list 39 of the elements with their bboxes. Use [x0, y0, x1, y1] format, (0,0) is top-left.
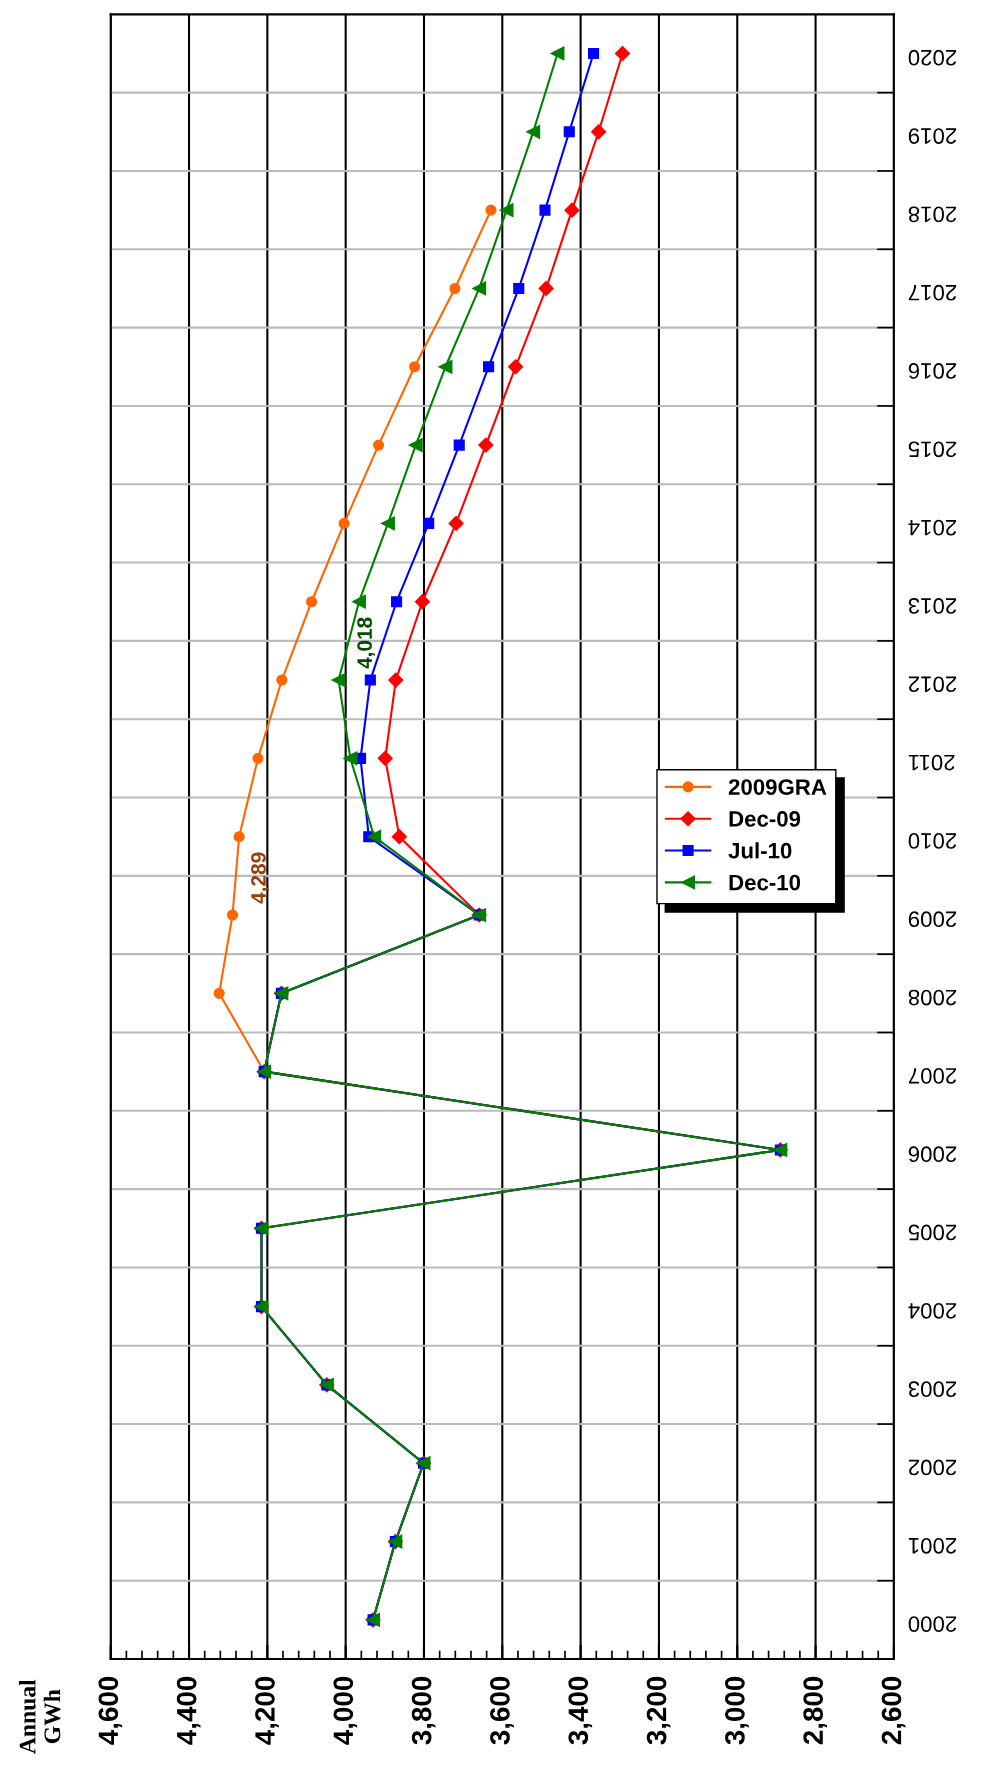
y-tick-label: 2008 — [908, 989, 957, 1006]
x-tick-label: 2,800 — [803, 1676, 828, 1745]
y-tick-label: 2015 — [908, 441, 957, 458]
y-tick-label: 2010 — [908, 833, 957, 849]
legend-label: Jul-10 — [728, 842, 792, 859]
x-tick-label: 3,600 — [490, 1676, 514, 1745]
x-tick-label: 3,400 — [568, 1676, 593, 1745]
y-tick-label: 2009 — [908, 911, 957, 928]
y-tick-label: 2002 — [908, 1459, 957, 1476]
y-tick-label: 2000 — [908, 1616, 957, 1632]
y-tick-label: 2014 — [908, 519, 957, 536]
annotation: 4,289 — [251, 852, 269, 904]
y-tick-label: 2006 — [908, 1146, 957, 1163]
y-tick-label: 2004 — [908, 1302, 957, 1319]
y-tick-label: 2001 — [908, 1537, 957, 1554]
y-tick-label: 2018 — [908, 206, 957, 223]
text: Annual GWh — [18, 1679, 61, 1754]
x-tick-label: 4,200 — [255, 1676, 279, 1745]
y-tick-label: 2011 — [908, 754, 955, 771]
x-tick-label: 3,200 — [646, 1676, 671, 1745]
y-tick-label: 2005 — [908, 1224, 957, 1241]
x-tick-label: 2,600 — [881, 1676, 906, 1745]
legend-label: 2009GRA — [728, 779, 827, 795]
legend-label: Dec-10 — [729, 874, 801, 891]
y-tick-label: 2017 — [908, 284, 957, 301]
y-tick-label: 2007 — [908, 1067, 957, 1084]
y-tick-label: 2020 — [908, 49, 957, 66]
x-tick-label: 4,400 — [176, 1676, 201, 1745]
y-tick-label: 2013 — [908, 598, 957, 614]
x-tick-label: 4,600 — [98, 1676, 123, 1745]
x-tick-label: 3,800 — [411, 1676, 436, 1745]
y-tick-label: 2019 — [908, 128, 957, 144]
x-tick-label: 4,000 — [333, 1676, 358, 1745]
y-tick-label: 2003 — [908, 1381, 957, 1397]
y-tick-label: 2016 — [908, 363, 957, 379]
legend-label: Dec-09 — [729, 811, 801, 827]
x-tick-label: 3,000 — [725, 1676, 749, 1745]
y-tick-label: 2012 — [908, 676, 957, 693]
annotation: 4,018 — [357, 617, 376, 669]
